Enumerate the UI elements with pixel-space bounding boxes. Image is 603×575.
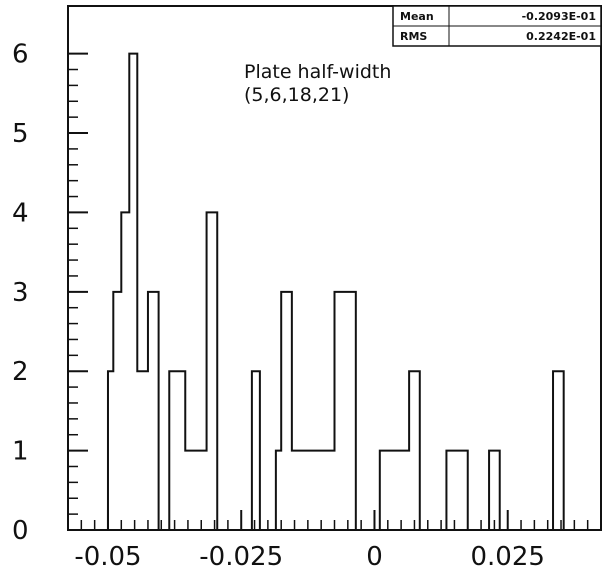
- annotation-line-1: Plate half-width: [244, 61, 391, 83]
- y-tick-label: 2: [12, 357, 29, 387]
- y-tick-label: 0: [12, 516, 29, 546]
- stat-mean-value: -0.2093E-01: [522, 10, 596, 23]
- annotation-line-2: (5,6,18,21): [244, 84, 349, 106]
- histogram-outline: [106, 52, 565, 531]
- stat-rms-value: 0.2242E-01: [526, 30, 596, 43]
- y-tick-label: 6: [12, 40, 29, 70]
- stats-box: Mean -0.2093E-01 RMS 0.2242E-01: [392, 5, 602, 47]
- x-tick-label: 0: [366, 542, 383, 572]
- x-tick-label: -0.05: [74, 542, 141, 572]
- y-axis: 0 1 2 3 4 5 6: [12, 40, 88, 546]
- x-tick-label: 0.025: [471, 542, 545, 572]
- y-tick-label: 3: [12, 278, 29, 308]
- stat-mean-label: Mean: [400, 10, 434, 23]
- y-tick-label: 4: [12, 198, 29, 228]
- x-tick-label: -0.025: [199, 542, 283, 572]
- x-axis: -0.05 -0.025 0 0.025: [74, 510, 602, 572]
- y-tick-label: 1: [12, 437, 29, 467]
- y-tick-label: 5: [12, 119, 29, 149]
- stat-rms-label: RMS: [400, 30, 427, 43]
